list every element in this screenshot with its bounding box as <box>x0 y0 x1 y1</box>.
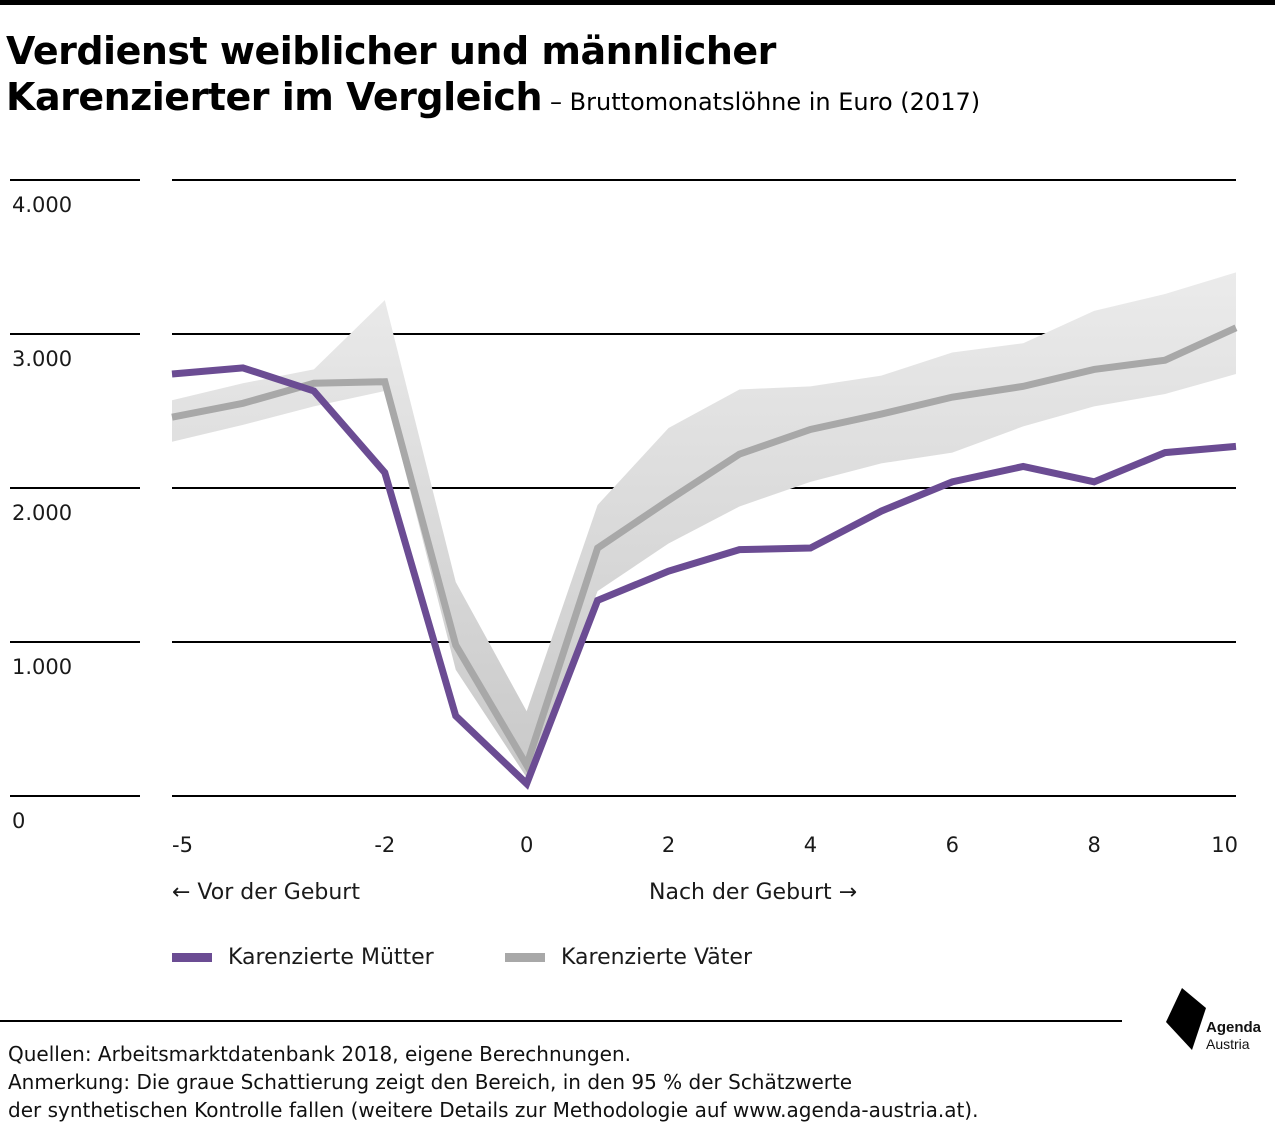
note-text-line-2: der synthetischen Kontrolle fallen (weit… <box>8 1098 979 1122</box>
top-rule <box>0 0 1275 5</box>
after-birth-label: Nach der Geburt → <box>649 880 858 905</box>
line-chart: 0 1.000 2.000 3.000 4.000 -5 -2 0 2 4 6 8 10 <box>10 179 1238 857</box>
y-axis-tick-labels: 0 1.000 2.000 3.000 4.000 <box>12 193 72 833</box>
note-text-line-1: Anmerkung: Die graue Schattierung zeigt … <box>8 1070 853 1094</box>
x-tick-label: 4 <box>804 833 817 857</box>
legend-label-fathers: Karenzierte Väter <box>561 944 752 970</box>
footer-notes: Quellen: Arbeitsmarktdatenbank 2018, eig… <box>8 1040 978 1124</box>
y-tick-label: 2.000 <box>12 501 72 525</box>
y-tick-label: 4.000 <box>12 193 72 217</box>
logo-text-agenda: Agenda <box>1206 1019 1262 1036</box>
legend-item-fathers: Karenzierte Väter <box>505 942 752 972</box>
legend-label-mothers: Karenzierte Mütter <box>228 944 434 970</box>
footer-rule <box>0 1020 1122 1022</box>
y-tick-label: 1.000 <box>12 655 72 679</box>
series-lines <box>171 324 1238 790</box>
x-tick-label: 2 <box>662 833 675 857</box>
series-line-fathers <box>171 324 1238 774</box>
legend-swatch-fathers <box>505 952 545 962</box>
sources-text: Quellen: Arbeitsmarktdatenbank 2018, eig… <box>8 1042 632 1066</box>
x-tick-label: 10 <box>1211 833 1238 857</box>
series-line-mothers <box>171 364 1237 790</box>
x-tick-label: -5 <box>172 833 193 857</box>
title-line-2: Karenzierter im Vergleich <box>6 75 543 119</box>
chart-title: Verdienst weiblicher und männlicher Kare… <box>6 28 980 125</box>
title-line-1: Verdienst weiblicher und männlicher <box>6 29 776 73</box>
legend-item-mothers: Karenzierte Mütter <box>172 942 434 972</box>
x-tick-label: 0 <box>520 833 533 857</box>
chart-subtitle: – Bruttomonatslöhne in Euro (2017) <box>550 88 981 116</box>
before-birth-label: ← Vor der Geburt <box>172 880 360 905</box>
x-tick-label: 8 <box>1087 833 1100 857</box>
agenda-austria-logo <box>1166 988 1206 1050</box>
x-tick-label: 6 <box>946 833 959 857</box>
y-tick-label: 0 <box>12 809 25 833</box>
x-axis-tick-labels: -5 -2 0 2 4 6 8 10 <box>172 833 1238 857</box>
logo-mark-icon <box>1166 988 1206 1050</box>
logo-text-austria: Austria <box>1206 1036 1250 1052</box>
fathers-confidence-band <box>172 272 1236 778</box>
legend-swatch-mothers <box>172 952 212 962</box>
y-tick-label: 3.000 <box>12 347 72 371</box>
x-tick-label: -2 <box>374 833 395 857</box>
confidence-band <box>172 272 1236 778</box>
